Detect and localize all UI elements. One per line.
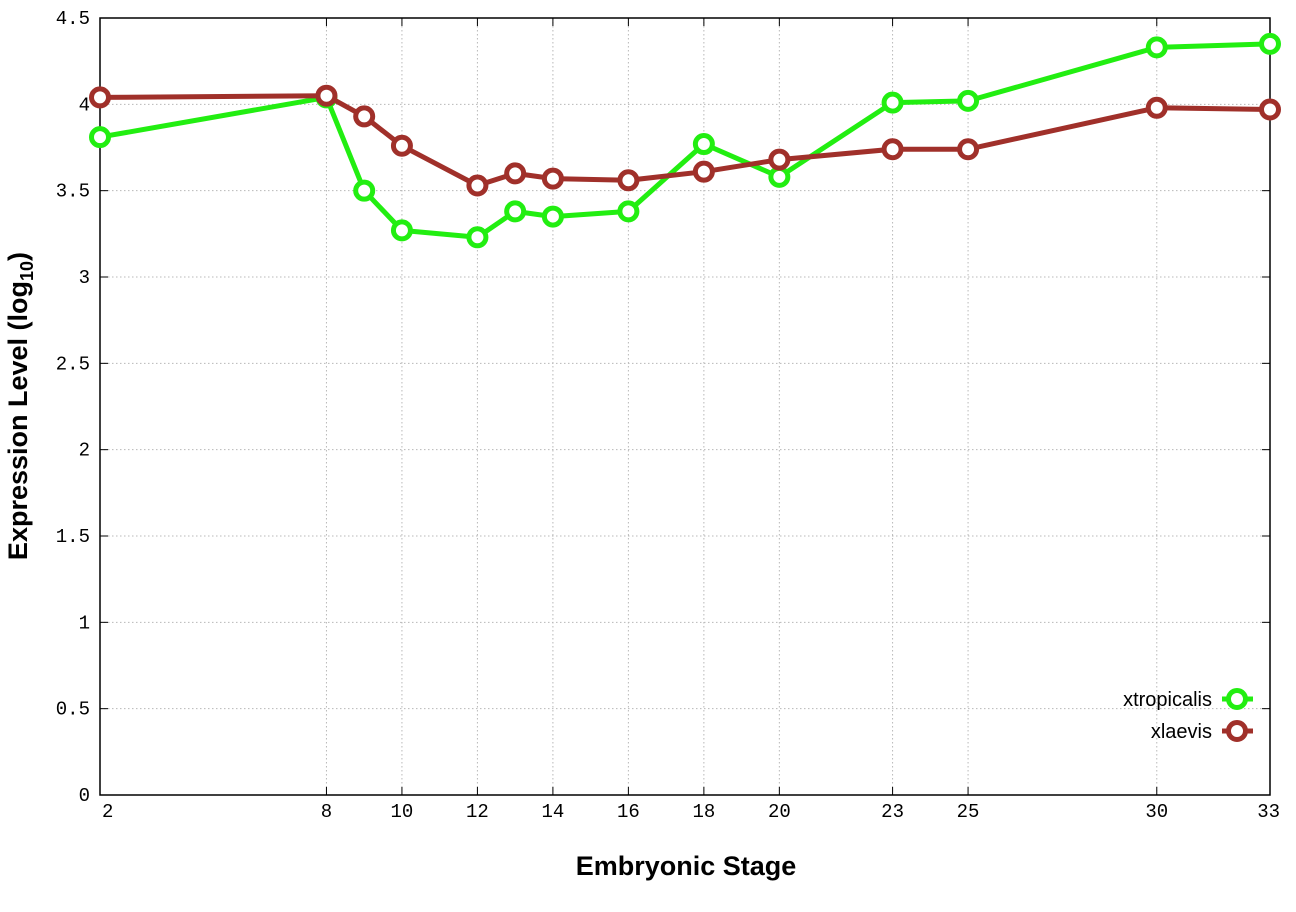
- legend-marker-xlaevis: [1226, 720, 1248, 742]
- plot-frame: [99, 17, 1271, 796]
- data-point-xlaevis: [957, 138, 980, 161]
- data-point-xtropicalis: [504, 200, 527, 223]
- data-point-xtropicalis: [617, 200, 640, 223]
- data-point-xtropicalis: [1259, 32, 1281, 55]
- x-tick-label: 14: [541, 801, 564, 823]
- data-point-xlaevis: [353, 105, 376, 128]
- y-axis-title: Expression Level (log10): [3, 252, 37, 560]
- series-xtropicalis: [89, 32, 1281, 249]
- y-tick-label: 0: [79, 785, 90, 807]
- data-point-xlaevis: [541, 167, 564, 190]
- data-point-xlaevis: [881, 138, 904, 161]
- y-axis-title-main: Expression Level (log: [3, 281, 33, 560]
- x-tick-label: 25: [957, 801, 980, 823]
- data-point-xlaevis: [315, 84, 338, 107]
- y-tick-label: 2: [79, 440, 90, 462]
- data-point-xlaevis: [768, 148, 791, 171]
- x-tick-label: 2: [102, 801, 113, 823]
- x-tick-label: 20: [768, 801, 791, 823]
- legend-label-xlaevis: xlaevis: [1151, 721, 1212, 743]
- x-tick-label: 30: [1145, 801, 1168, 823]
- series-layer: [89, 32, 1281, 249]
- legend: xtropicalis xlaevis: [1123, 688, 1253, 743]
- data-point-xlaevis: [1259, 98, 1281, 121]
- y-tick-label: 3.5: [56, 181, 90, 203]
- y-tick-label: 3: [79, 267, 90, 289]
- data-point-xtropicalis: [881, 91, 904, 114]
- x-tick-label: 23: [881, 801, 904, 823]
- y-tick-label: 2.5: [56, 353, 90, 375]
- data-point-xtropicalis: [89, 126, 111, 149]
- data-point-xtropicalis: [466, 226, 489, 249]
- data-point-xtropicalis: [541, 205, 564, 228]
- data-point-xlaevis: [1145, 96, 1168, 119]
- data-point-xlaevis: [466, 174, 489, 197]
- x-tick-label: 33: [1257, 801, 1280, 823]
- data-point-xtropicalis: [768, 165, 791, 188]
- series-line-xtropicalis: [99, 41, 1271, 240]
- data-point-xtropicalis: [353, 179, 376, 202]
- data-point-xlaevis: [390, 134, 413, 157]
- x-tick-label: 12: [466, 801, 489, 823]
- x-tick-label: 10: [391, 801, 414, 823]
- data-point-xtropicalis: [692, 133, 715, 156]
- x-tick-label: 16: [617, 801, 640, 823]
- data-point-xlaevis: [617, 169, 640, 192]
- y-tick-label: 0.5: [56, 699, 90, 721]
- data-point-xtropicalis: [1145, 36, 1168, 59]
- y-tick-label: 4: [79, 94, 90, 116]
- x-axis-title: Embryonic Stage: [576, 851, 797, 881]
- grid-lines: [100, 18, 1270, 795]
- data-point-xtropicalis: [957, 89, 980, 112]
- data-point-xlaevis: [504, 162, 527, 185]
- data-point-xlaevis: [89, 86, 111, 109]
- y-tick-label: 1.5: [56, 526, 90, 548]
- series-line-xlaevis: [99, 93, 1271, 188]
- y-tick-label: 4.5: [56, 8, 90, 30]
- y-tick-label: 1: [79, 612, 90, 634]
- y-axis-title-close: ): [3, 252, 33, 261]
- data-point-xtropicalis: [390, 219, 413, 242]
- legend-marker-xtropicalis: [1226, 688, 1248, 710]
- x-tick-label: 8: [321, 801, 332, 823]
- legend-label-xtropicalis: xtropicalis: [1123, 689, 1212, 711]
- data-point-xlaevis: [692, 160, 715, 183]
- y-axis-title-subscript: 10: [17, 261, 37, 281]
- x-tick-label: 18: [692, 801, 715, 823]
- series-xlaevis: [89, 84, 1281, 197]
- axis-ticks: 0 0.5 1 1.5 2 2.5 3 3.5 4 4.5 2 8 10 12 14 16 18 20 23 25 30…: [56, 8, 1280, 823]
